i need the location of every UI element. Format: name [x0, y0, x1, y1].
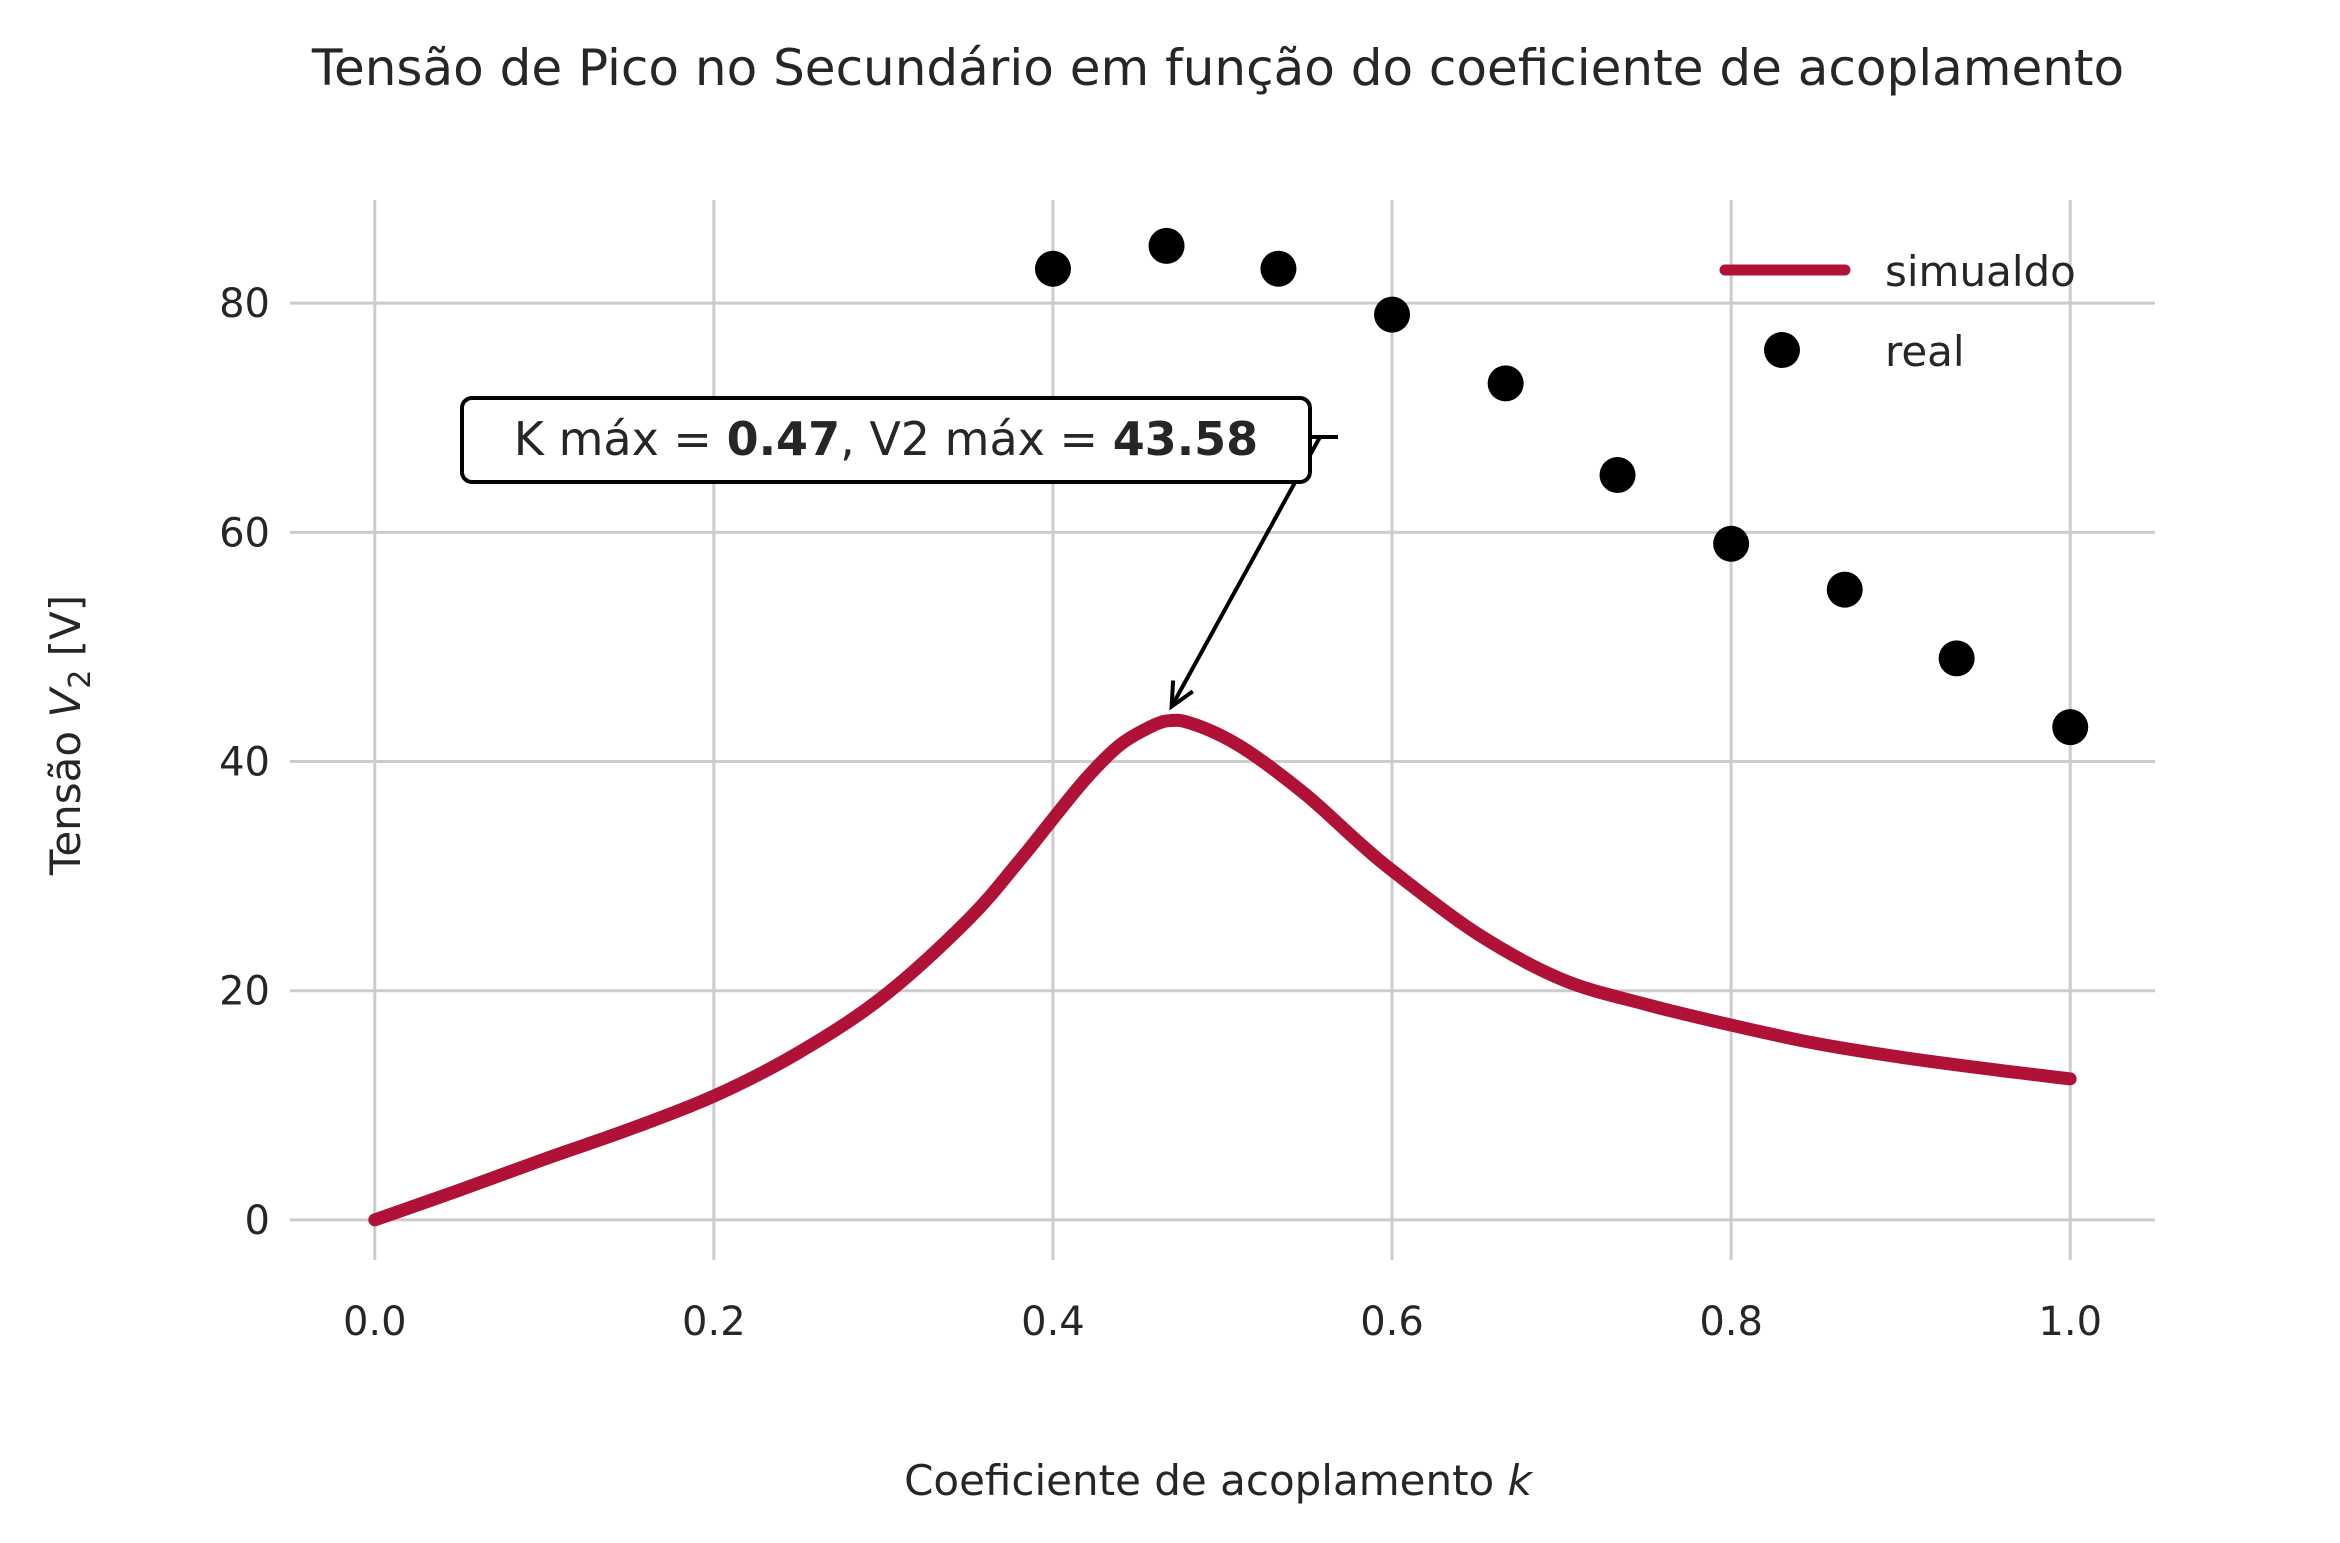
grid-lines: [290, 200, 2155, 1260]
x-tick-labels: 0.0 0.2 0.4 0.6 0.8 1.0: [343, 1299, 2102, 1345]
scatter-point-real: [1487, 365, 1524, 402]
scatter-point-real: [1034, 250, 1071, 287]
legend-label-simulado: simualdo: [1885, 247, 2076, 296]
y-axis-label-text: Tensão: [41, 718, 90, 877]
y-axis-label-sub: 2: [63, 670, 98, 689]
y-axis-label-unit: [V]: [41, 595, 90, 670]
legend: simualdo real: [1719, 247, 2076, 376]
x-axis-label-var: k: [1508, 1456, 1534, 1505]
x-tick-label: 0.4: [1021, 1299, 1085, 1345]
annotation-middle: , V2 máx =: [840, 412, 1113, 466]
x-tick-label: 0.2: [682, 1299, 746, 1345]
scatter-point-real: [1826, 571, 1863, 608]
scatter-point-real: [1713, 525, 1750, 562]
annotation-v2-max: 43.58: [1113, 412, 1259, 466]
y-tick-label: 80: [219, 281, 270, 327]
legend-label-real: real: [1885, 327, 1965, 376]
annotation-prefix: K máx =: [514, 412, 727, 466]
series-line-simulado: [368, 713, 2077, 1227]
scatter-point-real: [1148, 227, 1185, 264]
y-tick-label: 40: [219, 740, 270, 786]
x-tick-label: 0.8: [1699, 1299, 1763, 1345]
y-axis-label: Tensão V2 [V]: [41, 595, 98, 876]
x-tick-label: 0.6: [1360, 1299, 1424, 1345]
scatter-point-real: [1938, 640, 1975, 677]
annotation-arrow-head: [1169, 680, 1194, 711]
scatter-point-real: [2052, 709, 2089, 746]
x-tick-label: 1.0: [2038, 1299, 2102, 1345]
scatter-point-real: [1260, 250, 1297, 287]
annotation: K máx = 0.47, V2 máx = 43.58: [460, 396, 1338, 711]
y-tick-label: 0: [245, 1198, 270, 1244]
chart-title: Tensão de Pico no Secundário em função d…: [311, 39, 2124, 97]
scatter-point-real: [1599, 457, 1636, 494]
annotation-k-max: 0.47: [727, 412, 841, 466]
y-tick-label: 60: [219, 510, 270, 556]
x-tick-label: 0.0: [343, 1299, 407, 1345]
y-tick-labels: 0 20 40 60 80: [219, 281, 270, 1244]
y-tick-label: 20: [219, 969, 270, 1015]
series-layer: [368, 227, 2089, 1227]
scatter-point-real: [1374, 296, 1411, 333]
annotation-text: K máx = 0.47, V2 máx = 43.58: [514, 412, 1258, 466]
legend-marker-real-swatch: [1764, 332, 1800, 368]
x-axis-label: Coeficiente de acoplamento k: [904, 1456, 1534, 1505]
x-axis-label-text: Coeficiente de acoplamento: [904, 1456, 1508, 1505]
annotation-box: [460, 396, 1312, 484]
y-axis-label-var: V: [41, 686, 90, 718]
